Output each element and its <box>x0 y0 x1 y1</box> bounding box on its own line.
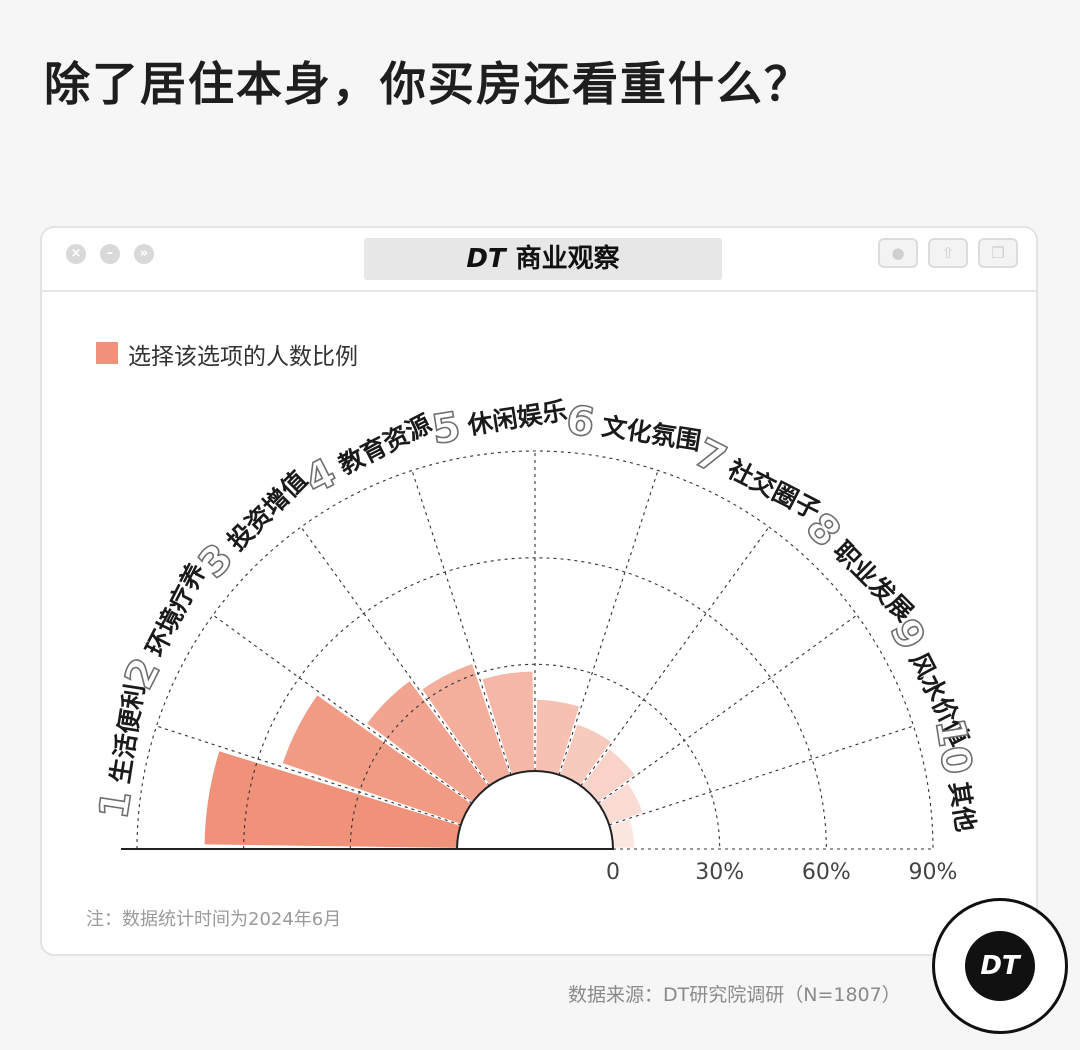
center-hub <box>455 770 615 850</box>
category-name: 环境疗养 <box>140 559 211 661</box>
record-icon[interactable]: ● <box>878 238 918 268</box>
grid-spoke-8 <box>597 614 858 804</box>
bar-7 <box>560 724 611 786</box>
category-name: 休闲娱乐 <box>465 396 569 440</box>
category-label-5: 5 休闲娱乐 <box>428 396 569 455</box>
category-rank: 1 <box>91 787 141 822</box>
category-name: 其他 <box>944 780 980 834</box>
bar-5 <box>482 671 534 775</box>
data-source: 数据来源：DT研究院调研（N=1807） <box>568 984 901 1006</box>
grid-spoke-6 <box>558 470 659 775</box>
legend-label: 选择该选项的人数比例 <box>128 344 358 370</box>
copy-icon[interactable]: ❐ <box>978 238 1018 268</box>
axis-tick-label: 90% <box>909 860 958 885</box>
category-rank: 5 <box>429 404 464 454</box>
axis-tick-label: 0 <box>606 860 620 885</box>
category-name: 教育资源 <box>334 409 436 480</box>
grid-spoke-7 <box>580 526 770 787</box>
brand-badge: DT <box>932 898 1068 1034</box>
category-name: 生活便利 <box>105 682 149 785</box>
close-icon[interactable]: × <box>66 244 86 264</box>
bar-8 <box>581 749 635 803</box>
expand-icon[interactable]: » <box>134 244 154 264</box>
axis-tick-label: 30% <box>695 860 744 885</box>
brand-name: 商业观察 <box>515 244 620 274</box>
brand-badge-logo: DT <box>965 931 1035 1001</box>
bar-9 <box>598 783 643 824</box>
grid-spoke-4 <box>411 470 512 775</box>
share-icon[interactable]: ⇧ <box>928 238 968 268</box>
grid-spoke-3 <box>300 526 490 787</box>
category-rank: 10 <box>926 715 980 777</box>
bar-10 <box>609 819 635 848</box>
bar-3 <box>367 681 489 803</box>
category-rank: 6 <box>563 397 598 447</box>
bar-2 <box>282 695 472 824</box>
brand-logo: DT <box>466 244 506 274</box>
bar-1 <box>204 751 461 848</box>
legend-swatch <box>96 342 118 364</box>
category-name: 投资增值 <box>222 465 313 556</box>
bar-4 <box>422 664 510 786</box>
grid-arc-3 <box>136 450 934 850</box>
category-name: 社交圈子 <box>723 454 825 525</box>
grid-arc-2 <box>243 557 827 850</box>
grid-spoke-2 <box>212 614 473 804</box>
bar-6 <box>536 699 580 775</box>
brand-bar: DT 商业观察 <box>364 238 722 280</box>
category-name: 职业发展 <box>828 536 919 627</box>
grid-spoke-1 <box>156 725 461 826</box>
page-title: 除了居住本身，你买房还看重什么？ <box>44 57 812 111</box>
category-name: 文化氛围 <box>600 411 703 455</box>
axis-tick-label: 60% <box>802 860 851 885</box>
minimize-icon[interactable]: – <box>100 244 120 264</box>
window-titlebar: × – » DT 商业观察 ● ⇧ ❐ <box>42 228 1036 292</box>
grid-spoke-9 <box>609 725 914 826</box>
footnote: 注：数据统计时间为2024年6月 <box>86 909 342 930</box>
